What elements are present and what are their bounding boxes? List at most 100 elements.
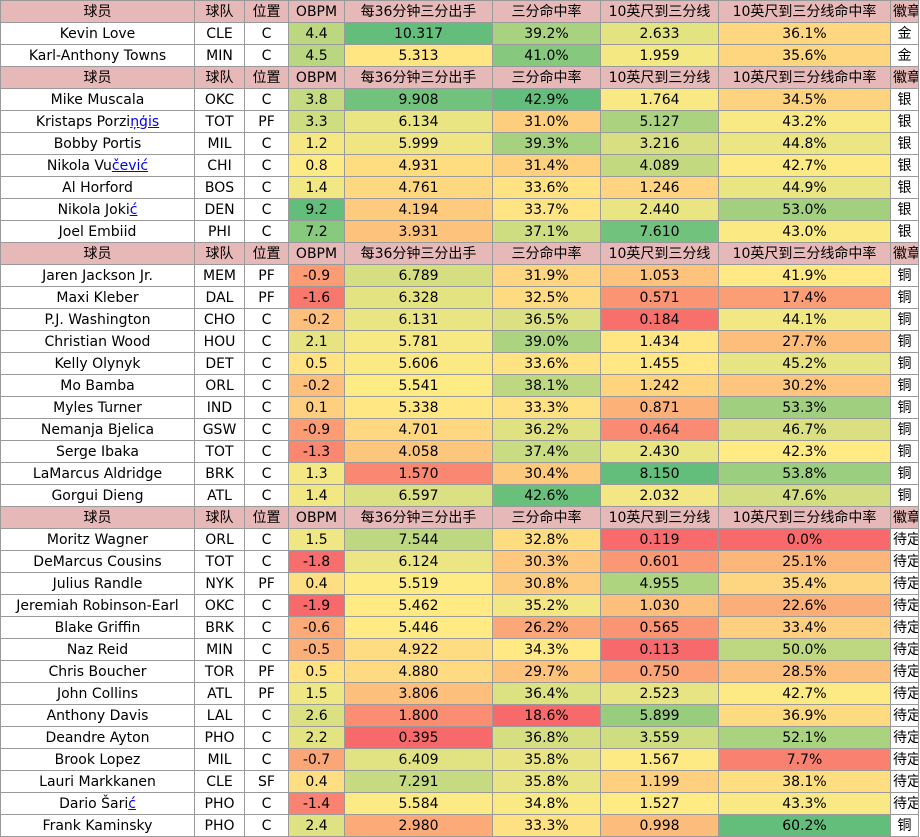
midpct-cell: 22.6% <box>718 594 891 617</box>
fga3-cell: 7.544 <box>344 528 493 551</box>
fga3-cell: 4.931 <box>344 154 493 177</box>
header-3pa-per36: 每36分钟三分出手 <box>344 506 493 529</box>
team-cell: NYK <box>194 572 245 595</box>
midpct-cell: 53.3% <box>718 396 891 419</box>
obpm-cell: 2.1 <box>288 330 345 353</box>
pct3-cell: 36.5% <box>492 308 601 331</box>
pct3-cell: 30.4% <box>492 462 601 485</box>
midpct-cell: 34.5% <box>718 88 891 111</box>
badge-cell: 待定 <box>890 572 919 595</box>
pct3-cell: 26.2% <box>492 616 601 639</box>
position-cell: PF <box>244 264 289 287</box>
fga3-cell: 5.338 <box>344 396 493 419</box>
player-name-link[interactable]: čević <box>111 157 149 174</box>
position-cell: C <box>244 440 289 463</box>
position-cell: C <box>244 44 289 67</box>
mid-cell: 3.559 <box>600 726 719 749</box>
player-name: Nemanja Bjelica <box>0 418 195 441</box>
pct3-cell: 41.0% <box>492 44 601 67</box>
position-cell: C <box>244 374 289 397</box>
table-row: Moritz Wagner ORL C 1.5 7.544 32.8% 0.119 0.0% 待… <box>0 528 919 551</box>
pct3-cell: 35.8% <box>492 748 601 771</box>
mid-cell: 8.150 <box>600 462 719 485</box>
pct3-cell: 39.3% <box>492 132 601 155</box>
badge-cell: 待定 <box>890 726 919 749</box>
obpm-cell: -1.4 <box>288 792 345 815</box>
obpm-cell: 1.4 <box>288 176 345 199</box>
fga3-cell: 6.131 <box>344 308 493 331</box>
player-name: Bobby Portis <box>0 132 195 155</box>
position-cell: C <box>244 704 289 727</box>
pct3-cell: 31.4% <box>492 154 601 177</box>
team-cell: LAL <box>194 704 245 727</box>
midpct-cell: 44.1% <box>718 308 891 331</box>
fga3-cell: 5.606 <box>344 352 493 375</box>
mid-cell: 1.030 <box>600 594 719 617</box>
pct3-cell: 33.7% <box>492 198 601 221</box>
header-team: 球队 <box>194 66 245 89</box>
midpct-cell: 43.0% <box>718 220 891 243</box>
table-row: Serge Ibaka TOT C -1.3 4.058 37.4% 2.430 42.3% 铜 <box>0 440 919 463</box>
player-name-link[interactable]: ć <box>129 201 138 218</box>
table-row: Al Horford BOS C 1.4 4.761 33.6% 1.246 44.9% 银 <box>0 176 919 199</box>
table-row: Karl-Anthony Towns MIN C 4.5 5.313 41.0% 1.959… <box>0 44 919 67</box>
mid-cell: 0.871 <box>600 396 719 419</box>
position-cell: C <box>244 748 289 771</box>
fga3-cell: 4.701 <box>344 418 493 441</box>
player-name-link[interactable]: ć <box>128 795 136 812</box>
header-row: 球员 球队 位置 OBPM 每36分钟三分出手 三分命中率 10英尺到三分线 10英尺到三分线… <box>0 66 919 89</box>
midpct-cell: 35.6% <box>718 44 891 67</box>
mid-cell: 2.032 <box>600 484 719 507</box>
position-cell: PF <box>244 660 289 683</box>
team-cell: OKC <box>194 88 245 111</box>
pct3-cell: 37.1% <box>492 220 601 243</box>
pct3-cell: 36.2% <box>492 418 601 441</box>
mid-cell: 0.750 <box>600 660 719 683</box>
position-cell: PF <box>244 572 289 595</box>
header-badge: 徽章 <box>890 506 919 529</box>
player-name: Mo Bamba <box>0 374 195 397</box>
pct3-cell: 33.6% <box>492 176 601 199</box>
table-row: Brook Lopez MIL C -0.7 6.409 35.8% 1.567 7.7% 待定 <box>0 748 919 771</box>
table-row: P.J. Washington CHO C -0.2 6.131 36.5% 0.184 44… <box>0 308 919 331</box>
header-10ft-to-3pt: 10英尺到三分线 <box>600 66 719 89</box>
player-name: Myles Turner <box>0 396 195 419</box>
header-row: 球员 球队 位置 OBPM 每36分钟三分出手 三分命中率 10英尺到三分线 10英尺到三分线… <box>0 0 919 23</box>
table-row: Myles Turner IND C 0.1 5.338 33.3% 0.871 53.3% 铜 <box>0 396 919 419</box>
player-name: DeMarcus Cousins <box>0 550 195 573</box>
header-obpm: OBPM <box>288 242 345 265</box>
table-row: Naz Reid MIN C -0.5 4.922 34.3% 0.113 50.0% 待定 <box>0 638 919 661</box>
badge-cell: 待定 <box>890 704 919 727</box>
header-3p-pct: 三分命中率 <box>492 506 601 529</box>
mid-cell: 1.764 <box>600 88 719 111</box>
team-cell: GSW <box>194 418 245 441</box>
fga3-cell: 4.194 <box>344 198 493 221</box>
mid-cell: 5.127 <box>600 110 719 133</box>
obpm-cell: 1.5 <box>288 528 345 551</box>
position-cell: PF <box>244 110 289 133</box>
table-row: Julius Randle NYK PF 0.4 5.519 30.8% 4.955 35.4… <box>0 572 919 595</box>
team-cell: OKC <box>194 594 245 617</box>
position-cell: C <box>244 22 289 45</box>
obpm-cell: -1.3 <box>288 440 345 463</box>
table-row: Kevin Love CLE C 4.4 10.317 39.2% 2.633 36.1% 金 <box>0 22 919 45</box>
team-cell: ORL <box>194 374 245 397</box>
header-10ft-to-3pt: 10英尺到三分线 <box>600 0 719 23</box>
player-name: Mike Muscala <box>0 88 195 111</box>
team-cell: CLE <box>194 770 245 793</box>
obpm-cell: 4.5 <box>288 44 345 67</box>
player-name: Joel Embiid <box>0 220 195 243</box>
pct3-cell: 33.3% <box>492 396 601 419</box>
team-cell: CHO <box>194 308 245 331</box>
team-cell: PHO <box>194 792 245 815</box>
header-badge: 徽章 <box>890 0 919 23</box>
mid-cell: 1.959 <box>600 44 719 67</box>
fga3-cell: 6.134 <box>344 110 493 133</box>
header-3pa-per36: 每36分钟三分出手 <box>344 0 493 23</box>
player-name-link[interactable]: ņģis <box>130 113 160 130</box>
pct3-cell: 33.3% <box>492 814 601 837</box>
player-name: Brook Lopez <box>0 748 195 771</box>
obpm-cell: -0.9 <box>288 418 345 441</box>
fga3-cell: 5.781 <box>344 330 493 353</box>
